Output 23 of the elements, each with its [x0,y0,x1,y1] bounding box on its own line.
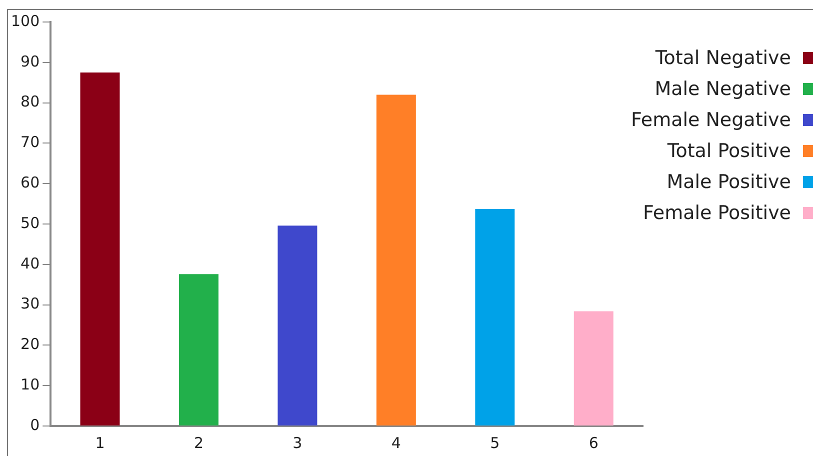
x-tick-label: 1 [95,434,105,452]
x-tick-label: 6 [588,434,598,452]
legend-label: Total Positive [667,140,791,162]
x-tick-label: 4 [391,434,401,452]
x-tick-label: 5 [490,434,500,452]
legend-label: Female Positive [643,202,791,224]
y-tick-label: 60 [20,173,40,192]
y-tick-label: 40 [20,254,40,272]
y-tick-label: 100 [10,12,40,30]
legend-label: Male Negative [654,78,791,100]
y-tick-label: 70 [20,133,40,152]
y-tick-label: 10 [20,375,40,394]
legend-label: Male Positive [666,170,791,192]
legend-label: Total Negative [655,46,791,68]
x-tick-label: 2 [194,434,204,452]
y-tick-label: 30 [20,294,40,313]
legend-label: Female Negative [630,108,791,130]
y-tick-label: 80 [20,92,40,111]
x-tick-label: 3 [292,434,302,452]
y-tick-label: 20 [20,335,40,354]
y-tick-label: 50 [20,214,40,232]
y-tick-label: 0 [30,416,40,434]
y-tick-label: 90 [20,52,40,70]
